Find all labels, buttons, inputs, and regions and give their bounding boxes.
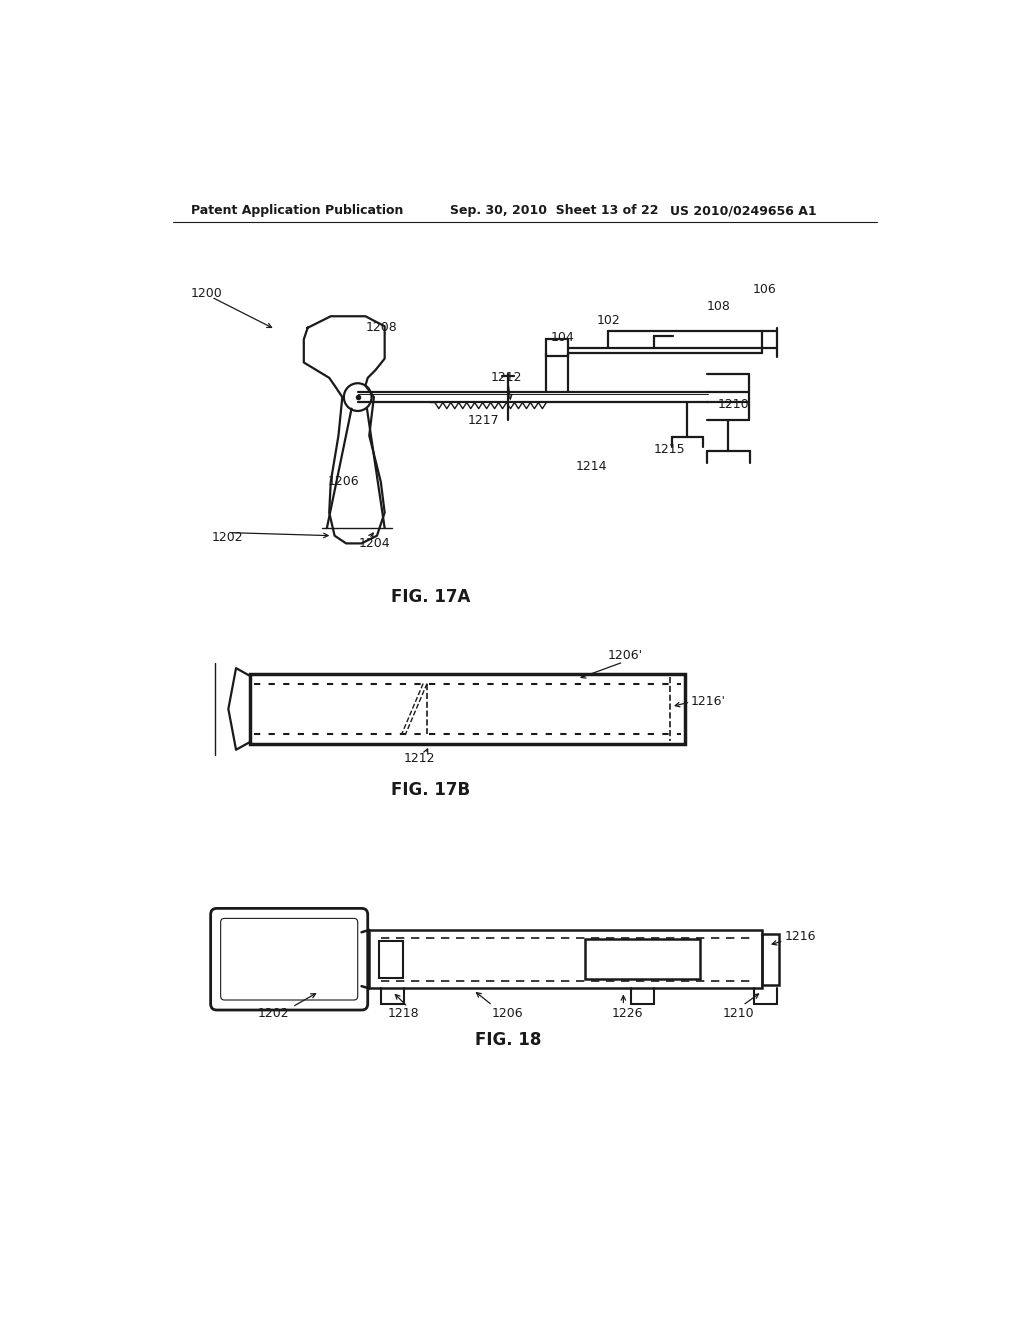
Text: 1216': 1216' (691, 694, 726, 708)
Text: 1204: 1204 (358, 537, 390, 550)
Text: 104: 104 (550, 330, 574, 343)
Text: FIG. 17B: FIG. 17B (391, 781, 470, 799)
Bar (585, 940, 700, 979)
Text: 1200: 1200 (190, 286, 222, 300)
Text: FIG. 17A: FIG. 17A (391, 589, 471, 606)
Text: 106: 106 (753, 282, 776, 296)
Text: 1206': 1206' (608, 648, 643, 661)
Text: 1210: 1210 (717, 399, 749, 412)
Text: Patent Application Publication: Patent Application Publication (190, 205, 403, 218)
Text: 1226: 1226 (611, 1007, 643, 1019)
Text: 1212: 1212 (403, 752, 435, 766)
Text: 1210: 1210 (723, 1007, 755, 1019)
Bar (370, 929, 762, 989)
Text: 1206: 1206 (328, 475, 359, 488)
Bar (762, 933, 779, 985)
Text: 1215: 1215 (654, 444, 686, 455)
Text: 1214: 1214 (575, 459, 607, 473)
Text: 1217: 1217 (468, 413, 500, 426)
Bar (547, 339, 568, 356)
Text: 1202: 1202 (257, 1007, 289, 1019)
Text: 108: 108 (707, 300, 730, 313)
Text: FIG. 18: FIG. 18 (475, 1031, 541, 1049)
Text: 1202: 1202 (211, 531, 243, 544)
Text: 1218: 1218 (388, 1007, 420, 1019)
Text: US 2010/0249656 A1: US 2010/0249656 A1 (670, 205, 816, 218)
Bar (379, 941, 403, 978)
Text: 1216: 1216 (785, 929, 816, 942)
Text: 1206: 1206 (493, 1007, 523, 1019)
Text: 1212: 1212 (490, 371, 522, 384)
Text: 102: 102 (596, 314, 621, 326)
Bar (250, 675, 685, 743)
Text: Sep. 30, 2010  Sheet 13 of 22: Sep. 30, 2010 Sheet 13 of 22 (451, 205, 658, 218)
Text: 1208: 1208 (366, 321, 397, 334)
